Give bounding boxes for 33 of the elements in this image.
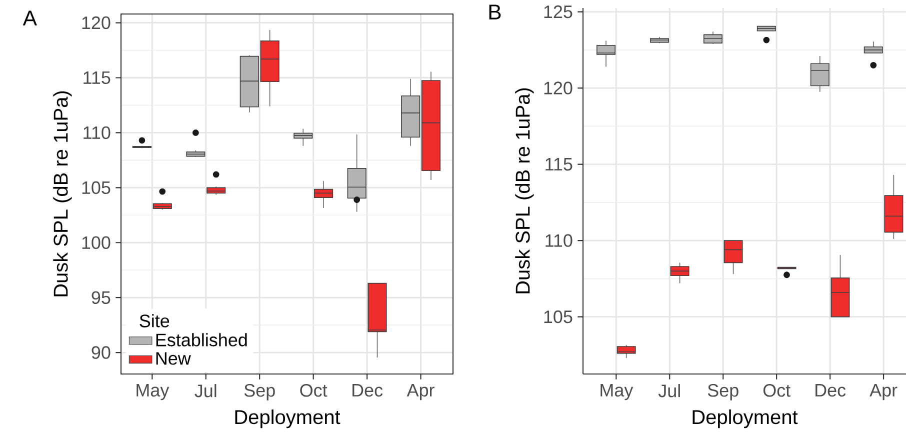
x-tick-label: Apr: [406, 384, 434, 400]
y-tick-label: 125: [544, 5, 572, 18]
x-tick-label: Apr: [870, 384, 898, 400]
y-tick-label: 90: [92, 346, 110, 359]
y-tick-label: 115: [84, 71, 110, 84]
x-tick-label: May: [600, 384, 634, 400]
x-tick-label: Dec: [352, 384, 383, 397]
y-tick-label: 100: [82, 236, 110, 249]
y-tick-label: 105: [82, 181, 110, 194]
y-tick-label: 115: [546, 158, 572, 171]
x-tick-label: Oct: [763, 384, 790, 397]
chart-title: B: [489, 4, 501, 20]
y-tick-label: 120: [82, 16, 110, 30]
y-tick-label: 110: [546, 234, 572, 247]
x-axis-title: Deployment: [235, 409, 340, 428]
legend-title: Site: [140, 314, 170, 328]
x-tick-label: Jul: [194, 384, 216, 398]
y-tick-label: 110: [84, 126, 110, 140]
x-tick-label: Sep: [244, 384, 275, 400]
legend-label: Established: [156, 333, 247, 346]
x-tick-label: Oct: [300, 384, 328, 397]
legend-label: New: [156, 352, 191, 365]
y-tick-label: 95: [92, 291, 110, 304]
chart-title: A: [22, 10, 37, 26]
y-axis-title: Dusk SPL (dB re 1uPa): [53, 91, 72, 296]
y-axis-title: Dusk SPL (dB re 1uPa): [515, 88, 534, 294]
y-tick-label: 120: [544, 82, 572, 94]
x-tick-label: May: [136, 384, 170, 400]
x-tick-label: Jul: [658, 384, 680, 398]
x-tick-label: Sep: [708, 384, 738, 400]
x-tick-label: Dec: [816, 384, 846, 397]
x-axis-title: Deployment: [692, 409, 798, 428]
y-tick-label: 105: [544, 310, 572, 324]
